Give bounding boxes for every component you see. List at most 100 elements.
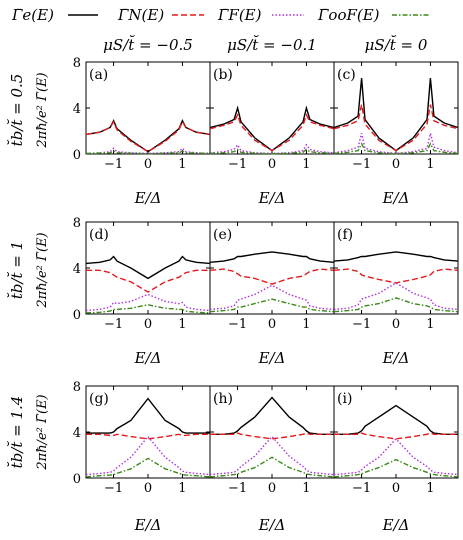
series-gamma-e xyxy=(210,396,334,435)
panel-label: (g) xyxy=(89,391,109,407)
x-axis-labels: E/Δ E/Δ E/Δ E/Δ E/Δ E/Δ E/Δ E/Δ E/Δ xyxy=(134,189,410,534)
y-tick-label: 8 xyxy=(73,380,81,395)
series-gamma-oof xyxy=(85,457,211,478)
x-tick-label: 1 xyxy=(302,317,310,332)
row-label-2: t̆b/t̆ = 1 xyxy=(7,241,26,299)
panel-b: −1 0 1 (b) xyxy=(209,61,335,172)
row-label-1: t̆b/t̆ = 0.5 xyxy=(7,74,26,147)
x-tick-label: 1 xyxy=(178,317,186,332)
x-tick-label: 1 xyxy=(426,481,434,496)
series-gamma-e xyxy=(333,251,459,262)
series-gamma-e xyxy=(209,251,335,263)
x-tick-label: 1 xyxy=(302,157,310,172)
y-axis-label-row-1: 2πħ/e² Γ̄(E) xyxy=(35,72,50,148)
column-header-1: μS/t̆ = −0.5 xyxy=(103,35,193,54)
x-tick-label: 1 xyxy=(426,317,434,332)
series-gamma-oof xyxy=(85,304,211,314)
panel-i: −1 0 1 (i) xyxy=(333,385,459,496)
x-tick-label: 0 xyxy=(392,481,400,496)
legend-entry-gamma-n: Γ̄N(E) xyxy=(117,6,204,24)
x-tick-label: −1 xyxy=(104,157,123,172)
x-tick-label: −1 xyxy=(228,317,247,332)
column-header-3: μS/t̆ = 0 xyxy=(365,35,428,54)
x-axis-label-row-1: E/Δ xyxy=(134,189,162,207)
panel-label: (i) xyxy=(337,391,352,407)
y-tick-label: 0 xyxy=(73,308,81,323)
row-labels: t̆b/t̆ = 0.5 t̆b/t̆ = 1 t̆b/t̆ = 1.4 xyxy=(7,74,26,469)
legend-label-gamma-oof: Γ̄ooF(E) xyxy=(317,6,380,24)
x-tick-label: 0 xyxy=(392,157,400,172)
y-axis-label-row-3: 2πħ/e² Γ̄(E) xyxy=(35,394,50,470)
column-header-2: μS/t̆ = −0.1 xyxy=(227,35,317,54)
legend: Γ̄e(E) Γ̄N(E) Γ̄F(E) Γ̄ooF(E) xyxy=(11,6,430,24)
x-axis-label-row-1c: E/Δ xyxy=(382,189,410,207)
series-gamma-n xyxy=(333,268,459,284)
series-gamma-f xyxy=(85,147,211,155)
series-gamma-e xyxy=(209,105,335,152)
series-gamma-e xyxy=(334,404,458,435)
x-axis-label-row-3c: E/Δ xyxy=(382,516,410,534)
x-axis-label-row-3: E/Δ xyxy=(134,516,162,534)
y-tick-label: 4 xyxy=(73,262,81,277)
series-gamma-e xyxy=(333,78,459,152)
series-gamma-oof xyxy=(209,148,335,155)
y-tick-label: 4 xyxy=(73,102,81,117)
x-tick-label: −1 xyxy=(228,481,247,496)
y-axis-label-row-2: 2πħ/e² Γ̄(E) xyxy=(35,232,50,308)
x-tick-label: 1 xyxy=(426,157,434,172)
x-tick-label: 1 xyxy=(302,481,310,496)
y-tick-label: 4 xyxy=(73,426,81,441)
x-tick-label: 0 xyxy=(144,157,152,172)
series-gamma-f xyxy=(85,435,211,476)
legend-entry-gamma-f: Γ̄F(E) xyxy=(217,6,304,24)
x-axis-label-row-2c: E/Δ xyxy=(382,349,410,367)
series-gamma-oof xyxy=(209,298,335,313)
panel-f: −1 0 1 (f) xyxy=(333,221,459,332)
panel-label: (h) xyxy=(213,391,233,407)
series-gamma-f xyxy=(209,284,335,311)
y-tick-label: 0 xyxy=(73,148,81,163)
panel-frame xyxy=(333,385,459,479)
x-tick-label: 0 xyxy=(268,317,276,332)
series-gamma-f xyxy=(209,435,335,476)
series-gamma-f xyxy=(333,437,459,476)
series-gamma-e xyxy=(85,119,211,153)
series-gamma-n xyxy=(334,432,458,440)
series-gamma-oof xyxy=(333,297,459,313)
x-tick-label: 1 xyxy=(178,481,186,496)
x-tick-label: −1 xyxy=(104,481,123,496)
series-gamma-n xyxy=(210,432,334,440)
legend-label-gamma-f: Γ̄F(E) xyxy=(217,6,262,24)
series-gamma-n xyxy=(209,268,335,285)
y-axis-labels: 2πħ/e² Γ̄(E) 2πħ/e² Γ̄(E) 2πħ/e² Γ̄(E) xyxy=(35,72,50,470)
series-gamma-e xyxy=(85,255,211,280)
x-tick-label: −1 xyxy=(228,157,247,172)
y-tick-label: 8 xyxy=(73,216,81,231)
panel-label: (a) xyxy=(89,67,108,83)
y-tick-label: 0 xyxy=(73,472,81,487)
x-tick-label: 0 xyxy=(144,481,152,496)
x-tick-label: 0 xyxy=(392,317,400,332)
series-gamma-oof xyxy=(333,458,459,478)
panel-label: (f) xyxy=(337,227,353,243)
panel-h: −1 0 1 (h) xyxy=(209,385,335,496)
x-tick-label: 0 xyxy=(144,317,152,332)
panel-a: −1 0 1 0 4 8 (a) xyxy=(73,56,211,172)
y-tick-label: 8 xyxy=(73,56,81,71)
series-gamma-n xyxy=(209,113,335,152)
panel-d: −1 0 1 0 4 8 (d) xyxy=(73,216,211,332)
series-gamma-f xyxy=(333,133,459,155)
series-gamma-oof xyxy=(209,456,335,478)
panel-label: (d) xyxy=(89,227,109,243)
series-gamma-oof xyxy=(333,142,459,155)
series-gamma-oof xyxy=(85,150,211,155)
series-gamma-e xyxy=(86,397,210,434)
x-tick-label: 1 xyxy=(178,157,186,172)
column-headers: μS/t̆ = −0.5 μS/t̆ = −0.1 μS/t̆ = 0 xyxy=(103,35,428,54)
x-tick-label: 0 xyxy=(268,157,276,172)
panel-label: (b) xyxy=(213,67,233,83)
series-gamma-n xyxy=(86,433,210,440)
legend-label-gamma-n: Γ̄N(E) xyxy=(117,6,164,24)
panels: −1 0 1 0 4 8 (a) −1 0 1 (b) −1 0 1 (c) −1 0 1 0 4 8 (d) −1 0 1 (e… xyxy=(73,56,459,496)
panel-c: −1 0 1 (c) xyxy=(333,61,459,172)
